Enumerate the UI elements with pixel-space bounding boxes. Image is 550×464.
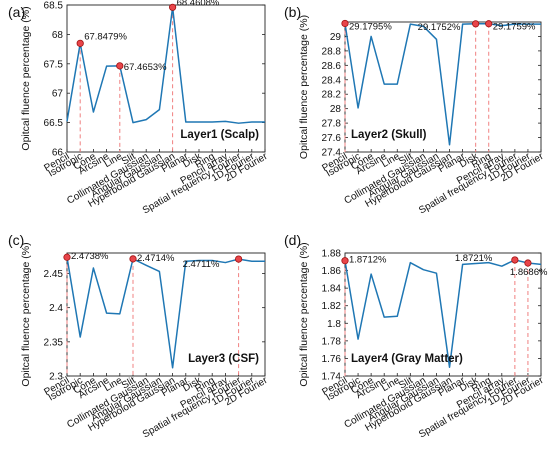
axes-box bbox=[66, 4, 266, 153]
y-tick-label: 28.8 bbox=[322, 46, 342, 57]
chart-panel-3: (c) 2.3 2.35 2.4 2.45 Opitcal fluence percent… bbox=[8, 232, 270, 440]
axes-box bbox=[344, 252, 542, 377]
layer-label: Layer4 (Gray Matter) bbox=[351, 353, 463, 365]
layer-label: Layer2 (Skull) bbox=[351, 129, 427, 141]
highlight-marker bbox=[116, 62, 124, 70]
highlight-marker bbox=[485, 20, 493, 28]
highlight-value-label: 67.8479% bbox=[84, 31, 127, 42]
y-tick-label: 66 bbox=[52, 148, 64, 159]
highlight-value-label: 1.8712% bbox=[349, 255, 387, 266]
highlight-value-label: 1.8721% bbox=[455, 253, 493, 264]
panel-tag: (b) bbox=[284, 4, 301, 20]
y-axis-label: Opitcal fluence percentage (%) bbox=[20, 242, 32, 386]
y-tick-label: 28 bbox=[330, 104, 342, 115]
highlight-marker bbox=[76, 39, 84, 47]
y-tick-label: 1.86 bbox=[322, 266, 342, 277]
highlight-marker bbox=[129, 255, 137, 263]
layer-label: Layer1 (Scalp) bbox=[180, 129, 259, 141]
series-line bbox=[344, 22, 541, 146]
y-axis-label: Opitcal fluence percentage (%) bbox=[20, 6, 32, 150]
y-tick-label: 1.84 bbox=[322, 284, 342, 295]
panel-tag: (d) bbox=[284, 232, 301, 248]
y-axis-label: Opitcal fluence percentage (%) bbox=[298, 15, 310, 159]
y-tick-label: 27.4 bbox=[322, 148, 342, 159]
chart-panel-4: (d) 1.74 1.76 1.78 1.8 1.82 1.84 1.86 1.88 Opitca… bbox=[284, 232, 548, 440]
highlight-value-label: 2.4711% bbox=[183, 259, 220, 270]
series-line bbox=[344, 259, 542, 368]
highlight-value-label: 29.1752% bbox=[418, 22, 461, 33]
chart-panel-2: (b) 27.4 27.6 27.8 28 28.2 28.4 28.6 28.8 29 Opitc… bbox=[284, 4, 546, 216]
y-tick-label: 2.3 bbox=[49, 372, 63, 383]
chart-panel-1: (a) 66 66.5 67 67.5 68 68.5 Opitcal fluence per… bbox=[8, 0, 270, 216]
highlight-value-label: 2.4738% bbox=[71, 251, 109, 262]
series-line bbox=[66, 6, 265, 124]
y-tick-label: 1.74 bbox=[322, 372, 342, 383]
series-line bbox=[66, 257, 265, 369]
panel-tag: (c) bbox=[8, 232, 24, 248]
highlight-marker bbox=[169, 3, 177, 11]
y-tick-label: 1.88 bbox=[322, 249, 342, 260]
y-axis-label: Opitcal fluence percentage (%) bbox=[298, 242, 310, 386]
y-tick-label: 67.5 bbox=[44, 59, 64, 70]
y-tick-label: 1.76 bbox=[322, 354, 342, 365]
y-tick-label: 68 bbox=[52, 30, 64, 41]
y-tick-label: 1.82 bbox=[322, 301, 342, 312]
y-tick-label: 2.45 bbox=[44, 269, 64, 280]
panel-tag: (a) bbox=[8, 4, 25, 20]
y-tick-label: 66.5 bbox=[44, 118, 64, 129]
y-tick-label: 1.78 bbox=[322, 336, 342, 347]
highlight-marker bbox=[235, 255, 243, 263]
highlight-marker bbox=[341, 257, 349, 265]
highlight-value-label: 2.4714% bbox=[137, 253, 175, 264]
y-tick-label: 29 bbox=[330, 32, 342, 43]
highlight-marker bbox=[341, 19, 349, 28]
highlight-marker bbox=[63, 253, 71, 261]
layer-label: Layer3 (CSF) bbox=[188, 353, 259, 365]
highlight-marker bbox=[524, 259, 532, 267]
highlight-value-label: 29.1795% bbox=[349, 21, 392, 32]
y-tick-label: 2.35 bbox=[44, 337, 64, 348]
y-tick-label: 67 bbox=[52, 89, 64, 100]
y-tick-label: 2.4 bbox=[49, 303, 63, 314]
highlight-value-label: 67.4653% bbox=[124, 62, 167, 73]
highlight-value-label: 29.1759% bbox=[493, 22, 536, 33]
y-tick-label: 28.4 bbox=[322, 75, 342, 86]
highlight-value-label: 68.4608% bbox=[177, 0, 220, 8]
y-tick-label: 27.6 bbox=[322, 133, 342, 144]
y-tick-label: 28.6 bbox=[322, 61, 342, 72]
y-tick-label: 68.5 bbox=[44, 1, 64, 12]
highlight-marker bbox=[472, 20, 480, 28]
y-tick-label: 28.2 bbox=[322, 90, 342, 101]
highlight-value-label: 1.8686% bbox=[510, 267, 548, 278]
y-tick-label: 1.8 bbox=[327, 319, 341, 330]
y-tick-label: 27.8 bbox=[322, 119, 342, 130]
highlight-marker bbox=[511, 256, 519, 264]
